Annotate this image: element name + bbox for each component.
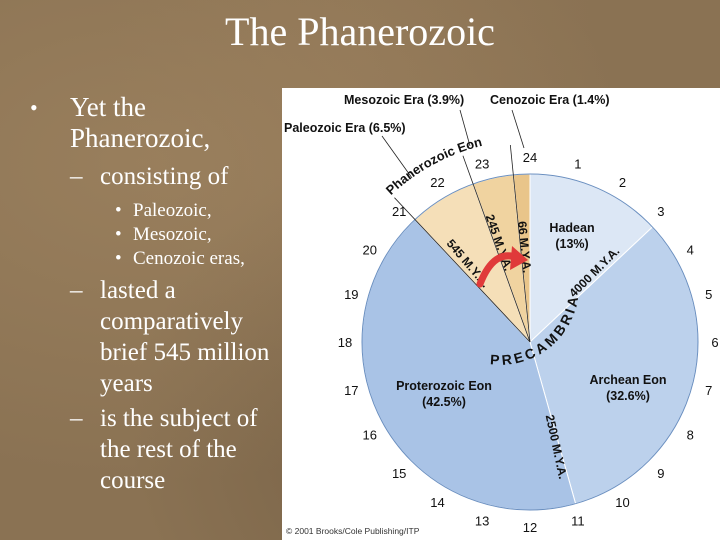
dash-marker: – <box>70 405 83 432</box>
sub-bullet-consisting-text: consisting of <box>100 163 229 190</box>
geologic-time-clock-figure: 1 2 3 4 5 6 7 8 9 10 11 12 13 14 15 16 17 18 19 20 21 22 23 24 M… <box>282 88 720 540</box>
clock-number: 21 <box>392 204 406 219</box>
sub-bullet-duration: – lasted a comparatively brief 545 milli… <box>30 275 270 399</box>
clock-number: 17 <box>344 383 358 398</box>
clock-number: 18 <box>338 335 352 350</box>
proterozoic-label: Proterozoic Eon <box>396 379 492 393</box>
era-item-text: Cenozoic eras, <box>133 248 245 269</box>
clock-number: 13 <box>475 514 489 529</box>
clock-number: 12 <box>523 520 537 535</box>
clock-number: 9 <box>657 466 664 481</box>
clock-number: 16 <box>363 428 377 443</box>
clock-number: 2 <box>619 175 626 190</box>
cenozoic-era-label: Cenozoic Era (1.4%) <box>490 93 609 107</box>
mesozoic-leader-line <box>459 109 471 147</box>
clock-number: 22 <box>430 175 444 190</box>
era-item-mesozoic: • Mesozoic, <box>30 223 280 247</box>
bullet-marker: • <box>115 224 122 245</box>
clock-outline <box>361 173 699 511</box>
archean-label: Archean Eon <box>589 373 666 387</box>
bullet-marker: • <box>30 95 38 120</box>
cenozoic-leader-line <box>511 109 525 149</box>
clock-number: 8 <box>687 428 694 443</box>
bullet-main: • Yet the Phanerozoic, <box>30 92 280 154</box>
bullet-text-area: • Yet the Phanerozoic, – consisting of •… <box>30 92 280 496</box>
sub-bullet-subject-text: is the subject of the rest of the course <box>100 405 258 494</box>
era-item-text: Mesozoic, <box>133 224 212 245</box>
era-item-cenozoic: • Cenozoic eras, <box>30 247 280 271</box>
paleozoic-leader-line <box>381 135 413 179</box>
clock-number: 11 <box>571 514 585 529</box>
proterozoic-percent: (42.5%) <box>422 395 466 409</box>
clock-number: 7 <box>705 383 712 398</box>
sub-bullet-subject: – is the subject of the rest of the cour… <box>30 403 270 496</box>
dash-marker: – <box>70 163 83 190</box>
clock-number: 3 <box>657 204 664 219</box>
hadean-label: Hadean <box>549 221 594 235</box>
clock-number: 1 <box>574 156 581 171</box>
era-list: • Paleozoic, • Mesozoic, • Cenozoic eras… <box>30 199 280 271</box>
clock-number: 15 <box>392 466 406 481</box>
bullet-marker: • <box>115 200 122 221</box>
dash-marker: – <box>70 277 83 304</box>
cenozoic-boundary-line <box>509 144 531 343</box>
hadean-percent: (13%) <box>555 237 588 251</box>
copyright-text: © 2001 Brooks/Cole Publishing/ITP <box>286 526 420 536</box>
archean-percent: (32.6%) <box>606 389 650 403</box>
clock-number: 6 <box>711 335 718 350</box>
slide-title: The Phanerozoic <box>225 9 495 54</box>
clock-number: 24 <box>523 150 537 165</box>
paleozoic-boundary-line <box>394 197 531 343</box>
mesozoic-boundary-line <box>462 155 531 343</box>
era-item-text: Paleozoic, <box>133 200 212 221</box>
mesozoic-era-label: Mesozoic Era (3.9%) <box>344 93 464 107</box>
clock-number: 23 <box>475 156 489 171</box>
sub-bullet-duration-text: lasted a comparatively brief 545 million… <box>100 277 270 397</box>
clock-number: 14 <box>430 495 444 510</box>
clock-number: 10 <box>615 495 629 510</box>
bullet-marker: • <box>115 248 122 269</box>
bullet-main-text: Yet the Phanerozoic, <box>70 92 211 153</box>
paleozoic-era-label: Paleozoic Era (6.5%) <box>284 121 406 135</box>
clock-number: 5 <box>705 287 712 302</box>
era-item-paleozoic: • Paleozoic, <box>30 199 280 223</box>
red-arrow-head <box>510 246 528 270</box>
sub-bullet-consisting: – consisting of <box>30 162 280 191</box>
clock-number: 20 <box>363 243 377 258</box>
clock-number: 19 <box>344 287 358 302</box>
clock-number: 4 <box>687 243 694 258</box>
